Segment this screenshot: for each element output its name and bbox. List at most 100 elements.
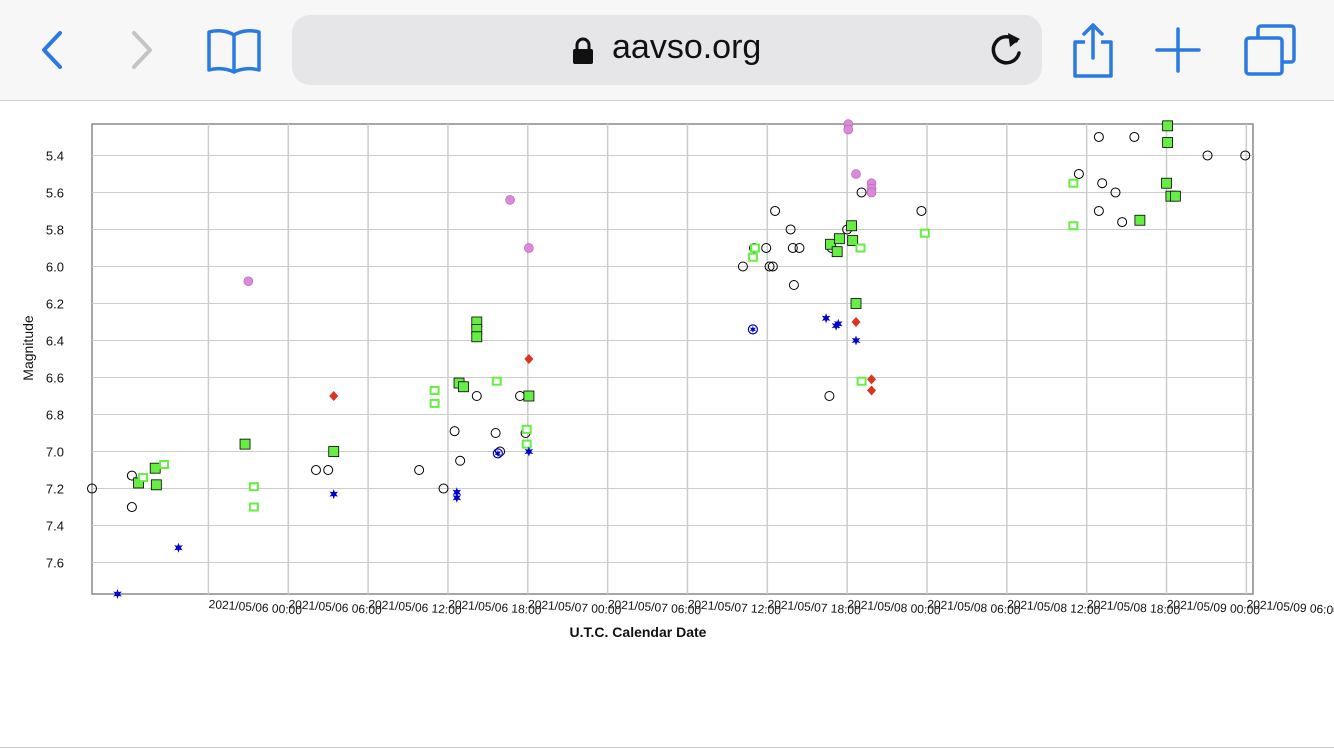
forward-button[interactable] bbox=[110, 18, 174, 82]
data-point-open-circle bbox=[438, 483, 449, 494]
data-point-open-circle bbox=[770, 205, 781, 216]
y-tick-label: 7.4 bbox=[46, 519, 64, 534]
data-point-green-square bbox=[846, 220, 857, 232]
y-tick-label: 5.6 bbox=[46, 185, 64, 200]
data-point-green-square bbox=[1169, 190, 1181, 202]
x-tick-label: 2021/05/06 18:00 bbox=[448, 597, 542, 618]
data-point-open-circle bbox=[1110, 187, 1121, 198]
plot-background bbox=[91, 123, 1254, 595]
data-point-open-circle bbox=[788, 279, 799, 290]
data-point-open-circle bbox=[767, 261, 778, 272]
data-point-open-circle bbox=[761, 242, 772, 253]
data-point-pink-circle bbox=[866, 187, 877, 198]
tabs-button[interactable] bbox=[1238, 18, 1302, 82]
data-point-green-square bbox=[523, 390, 535, 402]
data-point-open-circle bbox=[1129, 131, 1140, 142]
data-point-green-square bbox=[1134, 214, 1146, 226]
data-point-green-square bbox=[328, 446, 340, 457]
ring-outline bbox=[747, 324, 758, 335]
ring-star bbox=[494, 449, 501, 457]
data-point-green-square bbox=[239, 438, 251, 450]
data-points bbox=[87, 119, 1251, 599]
data-point-pink-circle bbox=[505, 195, 515, 205]
x-tick-label: 2021/05/09 06:00 bbox=[1246, 597, 1334, 618]
y-axis-title: Magnitude bbox=[20, 315, 36, 381]
data-point-blue-star bbox=[113, 589, 122, 599]
ring-outline bbox=[492, 448, 503, 459]
data-point-open-circle bbox=[87, 483, 97, 494]
data-point-green-square bbox=[458, 381, 469, 393]
y-tick-label: 5.8 bbox=[46, 222, 64, 237]
address-bar[interactable]: aavso.org bbox=[292, 15, 1042, 85]
x-tick-label: 2021/05/07 12:00 bbox=[687, 597, 781, 618]
data-point-blue-star bbox=[452, 487, 462, 498]
data-point-green-square bbox=[149, 462, 161, 474]
y-tick-label: 6.2 bbox=[46, 296, 64, 311]
data-point-open-circle bbox=[856, 187, 867, 198]
data-point-green-square bbox=[471, 331, 483, 343]
data-point-small-square bbox=[138, 472, 149, 482]
data-point-open-circle bbox=[1093, 205, 1104, 216]
data-point-small-square bbox=[750, 243, 761, 253]
page-bottom-divider bbox=[0, 747, 1334, 748]
data-point-pink-circle bbox=[843, 124, 854, 135]
bookmarks-button[interactable] bbox=[202, 18, 266, 82]
x-tick-label: 2021/05/07 18:00 bbox=[767, 597, 861, 618]
ring-star bbox=[749, 325, 756, 333]
data-point-small-square bbox=[429, 398, 440, 408]
data-point-green-square bbox=[1161, 177, 1172, 189]
reload-icon[interactable] bbox=[986, 27, 1026, 71]
data-point-open-circle bbox=[310, 465, 321, 476]
y-tick-label: 6.4 bbox=[46, 333, 64, 348]
bookmarks-icon bbox=[207, 29, 261, 74]
data-point-green-square bbox=[1162, 120, 1174, 132]
data-point-open-circle bbox=[490, 428, 501, 439]
data-point-open-circle bbox=[737, 261, 748, 272]
data-point-small-square bbox=[521, 439, 532, 449]
data-point-green-square bbox=[150, 479, 162, 491]
data-point-small-square bbox=[521, 424, 532, 434]
data-point-open-circle bbox=[1202, 150, 1213, 161]
data-point-open-circle bbox=[1073, 168, 1084, 179]
data-point-small-square bbox=[159, 459, 170, 469]
x-tick-label: 2021/05/06 00:00 bbox=[208, 597, 302, 618]
data-point-open-circle bbox=[785, 224, 796, 235]
y-axis-ticks: 5.4 5.6 5.8 6.0 6.2 6.4 6.6 6.8 7.0 7.2 7.4 7.6 bbox=[46, 148, 64, 570]
x-tick-label: 2021/05/06 12:00 bbox=[368, 597, 462, 618]
y-tick-label: 5.4 bbox=[46, 148, 64, 163]
data-point-small-square bbox=[856, 376, 867, 386]
new-tab-button[interactable] bbox=[1146, 18, 1210, 82]
data-point-open-circle bbox=[787, 242, 798, 253]
data-point-open-circle bbox=[824, 391, 835, 402]
data-point-open-circle bbox=[323, 465, 334, 476]
y-tick-label: 6.6 bbox=[46, 371, 64, 386]
data-point-blue-star bbox=[833, 318, 843, 329]
data-point-blue-star bbox=[851, 335, 861, 346]
share-button[interactable] bbox=[1061, 18, 1125, 82]
data-point-red-diamond bbox=[329, 391, 339, 402]
data-point-small-square bbox=[429, 385, 440, 395]
data-point-open-circle bbox=[1117, 217, 1128, 228]
lock-icon bbox=[573, 37, 593, 64]
data-point-blue-ring bbox=[747, 324, 758, 335]
data-point-green-square bbox=[831, 246, 843, 258]
data-point-open-circle bbox=[126, 470, 137, 481]
data-point-blue-ring bbox=[492, 448, 503, 459]
x-tick-label: 2021/05/08 18:00 bbox=[1086, 597, 1180, 618]
x-tick-label: 2021/05/07 00:00 bbox=[528, 597, 622, 618]
data-point-pink-circle bbox=[524, 243, 534, 253]
data-point-green-square bbox=[825, 238, 836, 250]
data-point-open-circle bbox=[1093, 131, 1104, 142]
y-tick-label: 7.2 bbox=[46, 482, 64, 497]
data-point-red-diamond bbox=[867, 385, 877, 396]
url-text: aavso.org bbox=[612, 28, 762, 66]
x-tick-label: 2021/05/07 06:00 bbox=[607, 597, 701, 618]
data-point-blue-star bbox=[174, 542, 183, 553]
data-point-small-square bbox=[248, 482, 259, 492]
back-button[interactable] bbox=[20, 18, 84, 82]
new-tab-icon bbox=[1155, 27, 1201, 73]
share-icon bbox=[1073, 23, 1113, 78]
data-point-green-square bbox=[833, 233, 845, 245]
light-curve-chart: 5.4 5.6 5.8 6.0 6.2 6.4 6.6 6.8 7.0 7.2 7.4 7.6 202… bbox=[20, 119, 1334, 640]
